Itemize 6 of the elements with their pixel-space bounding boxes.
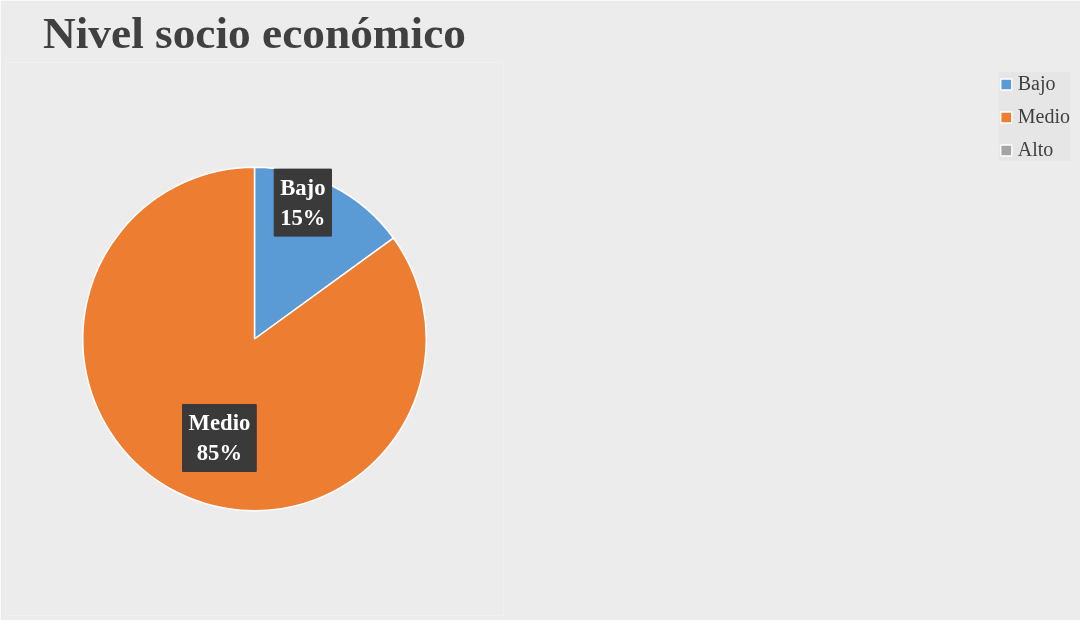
data-label: Medio 85%: [188, 410, 251, 466]
legend-label: Medio: [1017, 105, 1070, 128]
legend-label: Bajo: [1017, 72, 1056, 95]
chart-title: Nivel socio económico: [43, 7, 466, 58]
data-label: Bajo 15%: [280, 175, 326, 231]
legend-label: Alto: [1017, 138, 1054, 161]
